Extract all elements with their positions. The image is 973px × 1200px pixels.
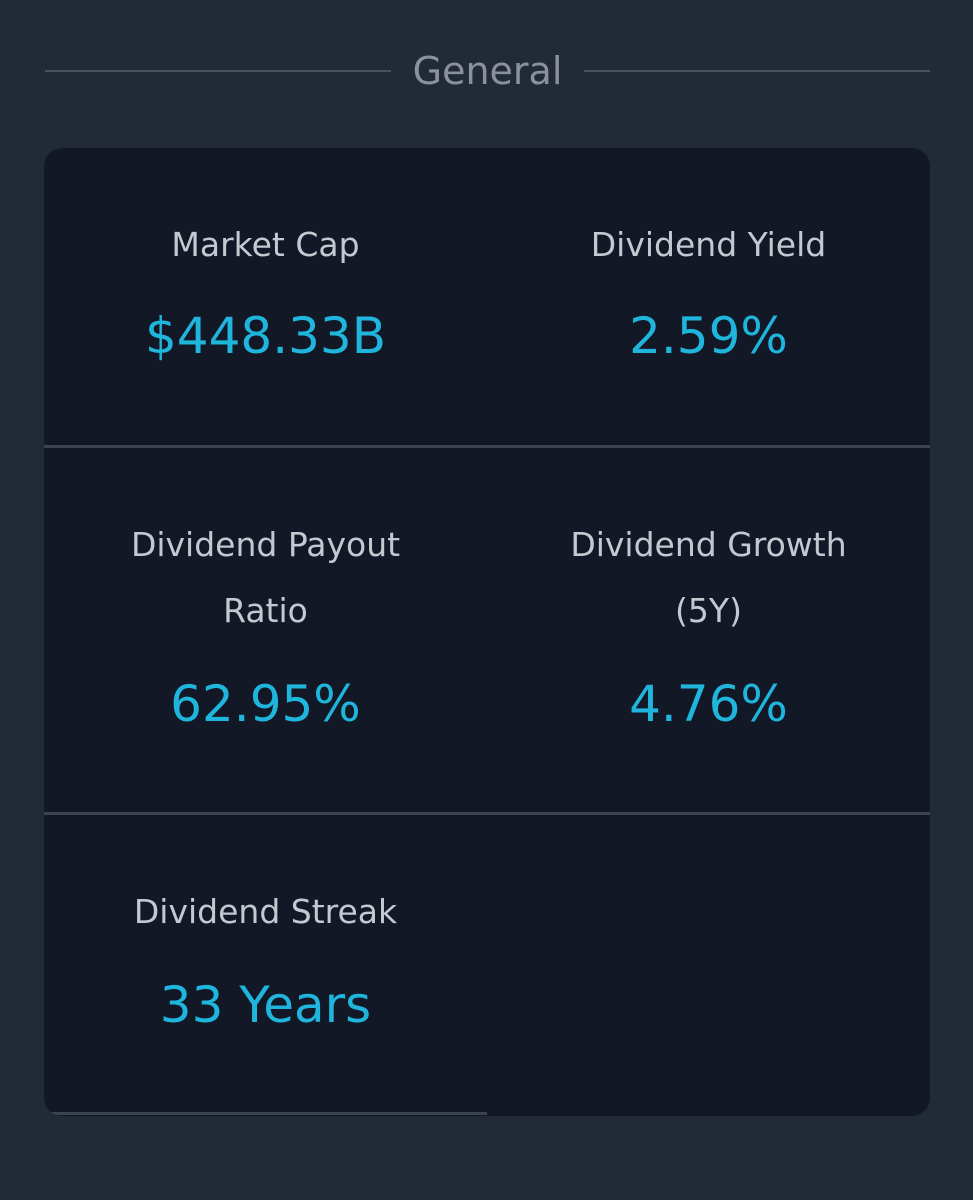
- section-header-line-right: [584, 70, 931, 72]
- row-divider: [44, 812, 930, 815]
- section-header: General: [45, 38, 931, 104]
- metrics-row: Dividend Payout Ratio 62.95% Dividend Gr…: [44, 448, 930, 812]
- metric-dividend-streak: Dividend Streak 33 Years: [44, 815, 487, 1116]
- metric-value: 4.76%: [629, 675, 788, 733]
- metric-value: $448.33B: [144, 307, 387, 365]
- metric-label: Dividend Streak: [133, 892, 398, 931]
- metrics-row: Market Cap $448.33B Dividend Yield 2.59%: [44, 148, 930, 445]
- metric-value: 2.59%: [629, 307, 788, 365]
- section-title: General: [412, 49, 563, 93]
- metric-label: Dividend Growth (5Y): [570, 525, 847, 630]
- metric-label: Dividend Yield: [590, 225, 827, 264]
- metric-dividend-growth-5y: Dividend Growth (5Y) 4.76%: [487, 448, 930, 812]
- row-divider: [44, 445, 930, 448]
- metric-dividend-payout-ratio: Dividend Payout Ratio 62.95%: [44, 448, 487, 812]
- metric-value: 62.95%: [170, 675, 361, 733]
- metric-market-cap: Market Cap $448.33B: [44, 148, 487, 445]
- row-divider: [44, 1112, 487, 1115]
- metrics-row: Dividend Streak 33 Years: [44, 815, 930, 1116]
- metric-label: Market Cap: [171, 225, 360, 264]
- metrics-card: Market Cap $448.33B Dividend Yield 2.59%…: [44, 148, 930, 1116]
- metric-value: 33 Years: [159, 976, 372, 1034]
- section-header-line-left: [45, 70, 391, 72]
- metric-dividend-yield: Dividend Yield 2.59%: [487, 148, 930, 445]
- metric-label: Dividend Payout Ratio: [130, 525, 401, 630]
